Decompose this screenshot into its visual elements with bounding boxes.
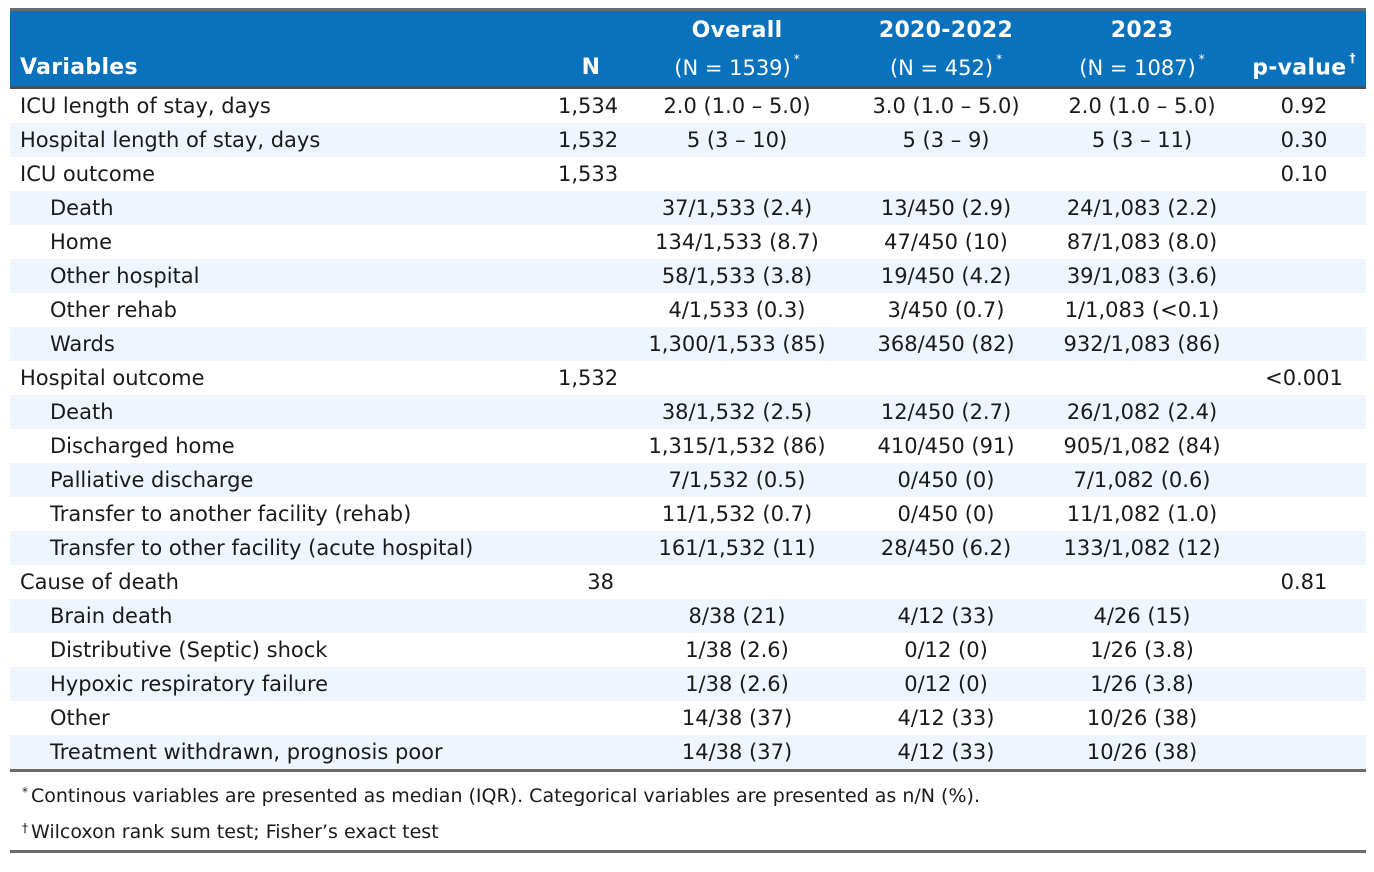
results-table-figure: Overall 2020-2022 2023 Variables N (N = …: [10, 8, 1366, 853]
period1-header: 2020-2022: [850, 11, 1042, 49]
results-table: Overall 2020-2022 2023 Variables N (N = …: [10, 11, 1366, 769]
table-row: Other rehab 4/1,533 (0.3) 3/450 (0.7) 1/…: [50, 298, 1220, 322]
table-row: ICU length of stay, days 1,534 2.0 (1.0 …: [20, 94, 1328, 118]
table-row: Wards 1,300/1,533 (85) 368/450 (82) 932/…: [10, 327, 1366, 361]
period2-subheader: (N = 1087) *: [1042, 49, 1242, 86]
table-row: Palliative discharge 7/1,532 (0.5) 0/450…: [10, 463, 1366, 497]
table-row: Other hospital 58/1,533 (3.8) 19/450 (4.…: [10, 259, 1366, 293]
table-row: Hypoxic respiratory failure 1/38 (2.6) 0…: [10, 667, 1366, 701]
table-row: Hospital length of stay, days 1,532 5 (3…: [10, 123, 1366, 157]
n-header: N: [558, 49, 624, 86]
overall-subheader: (N = 1539) *: [624, 49, 850, 86]
table-body: ICU length of stay, days 1,534 2.0 (1.0 …: [10, 89, 1366, 769]
overall-header: Overall: [624, 11, 850, 49]
pvalue-header: p-value †: [1242, 49, 1366, 86]
end-rule: [10, 850, 1366, 853]
period1-subheader: (N = 452) *: [850, 49, 1042, 86]
variables-header: Variables: [10, 49, 558, 86]
bottom-rule: [10, 769, 1366, 772]
table-row: Death 37/1,533 (2.4) 13/450 (2.9) 24/1,0…: [10, 191, 1366, 225]
table-row: Discharged home 1,315/1,532 (86) 410/450…: [50, 434, 1221, 458]
top-rule: [10, 8, 1366, 11]
table-row: Treatment withdrawn, prognosis poor 14/3…: [10, 735, 1366, 769]
table-row: Brain death 8/38 (21) 4/12 (33) 4/26 (15…: [10, 599, 1366, 633]
footnotes: * Continous variables are presented as me…: [10, 772, 1366, 850]
table-row: Distributive (Septic) shock 1/38 (2.6) 0…: [50, 638, 1194, 662]
table-row: Home 134/1,533 (8.7) 47/450 (10) 87/1,08…: [50, 230, 1218, 254]
footnote-star: * Continous variables are presented as me…: [22, 785, 980, 807]
table-row: Hospital outcome 1,532 <0.001: [20, 366, 1343, 390]
table-row: Cause of death 38 0.81: [20, 570, 1328, 594]
table-row: Death 38/1,532 (2.5) 12/450 (2.7) 26/1,0…: [10, 395, 1366, 429]
table-header: Overall 2020-2022 2023 Variables N (N = …: [10, 11, 1366, 89]
table-row: Other 14/38 (37) 4/12 (33) 10/26 (38): [50, 706, 1198, 730]
table-row: ICU outcome 1,533 0.10: [20, 162, 1328, 186]
table-row: Transfer to another facility (rehab) 11/…: [50, 502, 1218, 526]
footnote-dagger: † Wilcoxon rank sum test; Fisher’s exact …: [22, 821, 439, 843]
period2-header: 2023: [1042, 11, 1242, 49]
table-row: Transfer to other facility (acute hospit…: [10, 531, 1366, 565]
